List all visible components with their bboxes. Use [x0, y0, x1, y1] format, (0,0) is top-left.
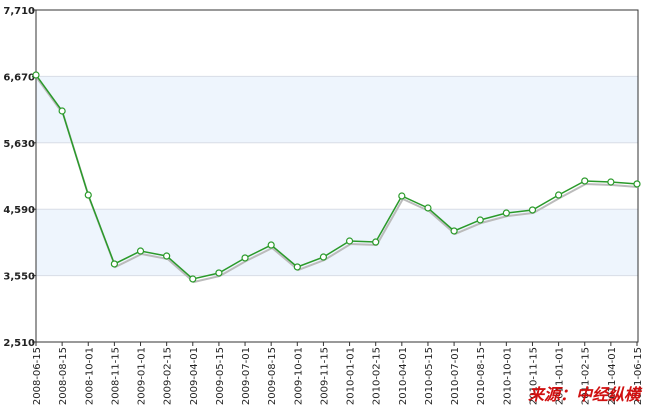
point: [555, 191, 563, 199]
y-tick-label: 4,590: [3, 205, 35, 216]
point: [32, 71, 40, 79]
point: [84, 191, 92, 199]
y-tick-label: 2,510: [3, 338, 35, 349]
point: [267, 241, 275, 249]
grid-band: [36, 76, 638, 143]
x-tick-label: 2008-11-15: [110, 347, 121, 405]
x-tick-label: 2009-02-15: [163, 347, 174, 405]
x-tick-label: 2009-10-01: [293, 347, 304, 405]
point: [398, 192, 406, 200]
x-tick-label: 2009-01-01: [137, 347, 148, 405]
x-tick-label: 2008-10-01: [84, 347, 95, 405]
grid-band: [36, 209, 638, 276]
point: [241, 254, 249, 262]
point: [215, 269, 223, 277]
x-tick-label: 2011-02-15: [581, 347, 592, 405]
x-tick-label: 2010-02-15: [372, 347, 383, 405]
point: [163, 252, 171, 260]
point: [319, 253, 328, 261]
point: [58, 107, 66, 115]
x-tick-label: 2009-07-01: [241, 347, 252, 405]
y-tick-label: 6,670: [3, 72, 35, 83]
point: [189, 275, 197, 283]
x-tick-label: 2011-06-15: [633, 347, 644, 405]
x-tick-label: 2010-05-15: [424, 347, 435, 405]
point: [581, 177, 589, 185]
x-tick-label: 2009-11-15: [319, 347, 330, 405]
x-tick-label: 2010-11-15: [528, 347, 539, 405]
point: [110, 260, 118, 268]
source-note: 来源：中经纵横: [528, 385, 643, 404]
point: [502, 209, 510, 217]
y-tick-label: 3,550: [3, 272, 35, 283]
line-shadow: [36, 77, 639, 284]
point: [293, 263, 301, 271]
x-tick-label: 2010-10-01: [502, 347, 513, 405]
x-tick-label: 2008-08-15: [58, 347, 69, 405]
y-tick-label: 7,710: [3, 6, 35, 17]
x-tick-label: 2009-04-01: [189, 347, 200, 405]
x-tick-label: 2008-06-15: [32, 347, 43, 405]
x-tick-label: 2010-07-01: [450, 347, 461, 405]
x-tick-label: 2010-04-01: [398, 347, 409, 405]
point: [372, 238, 380, 246]
x-tick-label: 2009-08-15: [267, 347, 278, 405]
point: [633, 180, 641, 188]
x-tick-label: 2010-08-15: [476, 347, 487, 405]
point: [476, 216, 484, 224]
line: [35, 74, 638, 280]
plot-frame: [35, 9, 639, 343]
point: [424, 204, 432, 212]
x-tick-label: 2010-01-01: [346, 347, 357, 405]
point: [136, 247, 145, 255]
point: [450, 227, 458, 235]
point: [345, 237, 354, 245]
x-tick-label: 2011-01-01: [555, 347, 566, 405]
point: [528, 206, 537, 214]
x-tick-label: 2009-05-15: [215, 347, 226, 405]
x-tick-label: 2011-04-01: [607, 347, 618, 405]
point: [607, 178, 615, 186]
y-tick-label: 5,630: [3, 139, 35, 150]
